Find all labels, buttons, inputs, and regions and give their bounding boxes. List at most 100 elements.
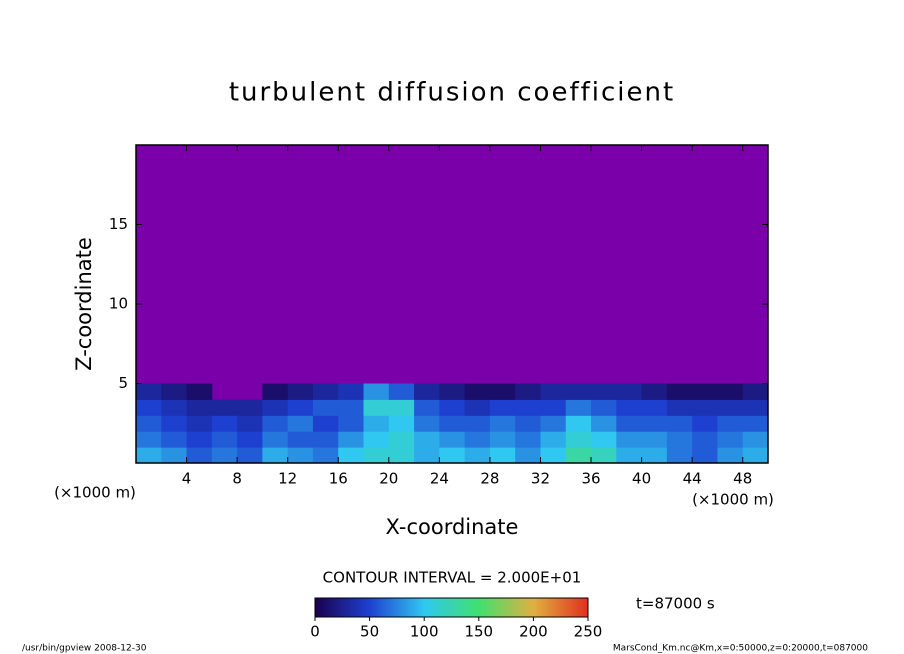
field-cell: [515, 447, 541, 464]
field-cell: [388, 399, 415, 416]
field-cell: [489, 415, 516, 432]
field-cell: [742, 431, 769, 448]
x-tick-label: 12: [278, 470, 297, 488]
field-cell: [161, 431, 188, 448]
field-cell: [666, 431, 693, 448]
field-cell: [388, 431, 415, 448]
field-cell: [186, 415, 213, 432]
field-cell: [591, 399, 617, 416]
field-cell: [388, 415, 415, 432]
field-cell: [565, 447, 592, 464]
field-cell: [692, 399, 718, 416]
x-tick-label: 24: [430, 470, 449, 488]
contour-interval: CONTOUR INTERVAL = 2.000E+01: [323, 569, 582, 587]
field-cell: [388, 447, 415, 464]
field-cell: [363, 431, 390, 448]
field-cell: [489, 383, 516, 400]
x-unit-label: (×1000 m): [692, 491, 774, 509]
x-tick-label: 48: [733, 470, 752, 488]
field-cell: [641, 383, 668, 400]
field-cell: [414, 383, 440, 400]
field-cell: [414, 447, 440, 464]
field-cell: [186, 431, 213, 448]
field-cell: [641, 447, 668, 464]
field-cell: [161, 415, 188, 432]
x-tick-label: 16: [329, 470, 348, 488]
field-cell: [414, 415, 440, 432]
colorbar-tick-label: 250: [574, 623, 603, 641]
field-cell: [262, 447, 289, 464]
field-cell: [287, 383, 314, 400]
colorbar-tick-label: 100: [410, 623, 439, 641]
field-cell: [464, 431, 491, 448]
y-tick-label: 5: [118, 374, 128, 392]
field-cell: [641, 431, 668, 448]
field-cell: [616, 447, 643, 464]
field-cell: [666, 399, 693, 416]
field-cell: [742, 399, 769, 416]
field-cell: [692, 447, 718, 464]
field-cell: [363, 399, 390, 416]
field-cell: [237, 447, 263, 464]
field-cell: [591, 447, 617, 464]
x-tick-label: 4: [182, 470, 192, 488]
field-cell: [742, 383, 769, 400]
field-cell: [565, 431, 592, 448]
field-cell: [540, 431, 567, 448]
field-cell: [338, 447, 365, 464]
field-cell: [363, 447, 390, 464]
field-cell: [616, 399, 643, 416]
field-cell: [312, 431, 339, 448]
field-cell: [439, 415, 466, 432]
field-cell: [717, 447, 744, 464]
y-axis-label: Z-coordinate: [72, 237, 96, 371]
field-cell: [338, 431, 365, 448]
field-cell: [717, 431, 744, 448]
field-cell: [540, 399, 567, 416]
field-cell: [211, 415, 238, 432]
field-cell: [742, 447, 769, 464]
field-cell: [136, 415, 162, 432]
field-cell: [312, 415, 339, 432]
x-axis-label: X-coordinate: [386, 515, 519, 539]
field-cell: [287, 431, 314, 448]
field-cell: [464, 383, 491, 400]
field-cell: [591, 415, 617, 432]
field-cell: [262, 399, 289, 416]
field-cell: [211, 399, 238, 416]
chart-title: turbulent diffusion coefficient: [229, 78, 675, 108]
colorbar: [314, 597, 589, 618]
field-cell: [717, 415, 744, 432]
field-cell: [742, 415, 769, 432]
field-cell: [692, 415, 718, 432]
field-cell: [489, 431, 516, 448]
field-cell: [439, 399, 466, 416]
field-cell: [414, 431, 440, 448]
field-cell: [515, 415, 541, 432]
field-cell: [439, 431, 466, 448]
field-cell: [641, 415, 668, 432]
y-tick-label: 15: [109, 215, 128, 233]
field-cell: [616, 431, 643, 448]
field-cell: [464, 447, 491, 464]
time-label: t=87000 s: [636, 595, 715, 613]
field-cell: [186, 447, 213, 464]
field-cell: [262, 431, 289, 448]
field-cell: [136, 431, 162, 448]
field-cell: [211, 447, 238, 464]
field-cell: [515, 431, 541, 448]
field-cell: [692, 431, 718, 448]
field-cell: [338, 415, 365, 432]
field-cell: [237, 431, 263, 448]
field-cell: [489, 447, 516, 464]
field-cell: [338, 383, 365, 400]
field-cell: [287, 415, 314, 432]
field-cell: [515, 399, 541, 416]
field-cell: [591, 383, 617, 400]
field-cell: [312, 447, 339, 464]
field-cell: [717, 383, 744, 400]
field-cell: [666, 415, 693, 432]
x-tick-label: 20: [379, 470, 398, 488]
colorbar-tick-label: 0: [310, 623, 320, 641]
